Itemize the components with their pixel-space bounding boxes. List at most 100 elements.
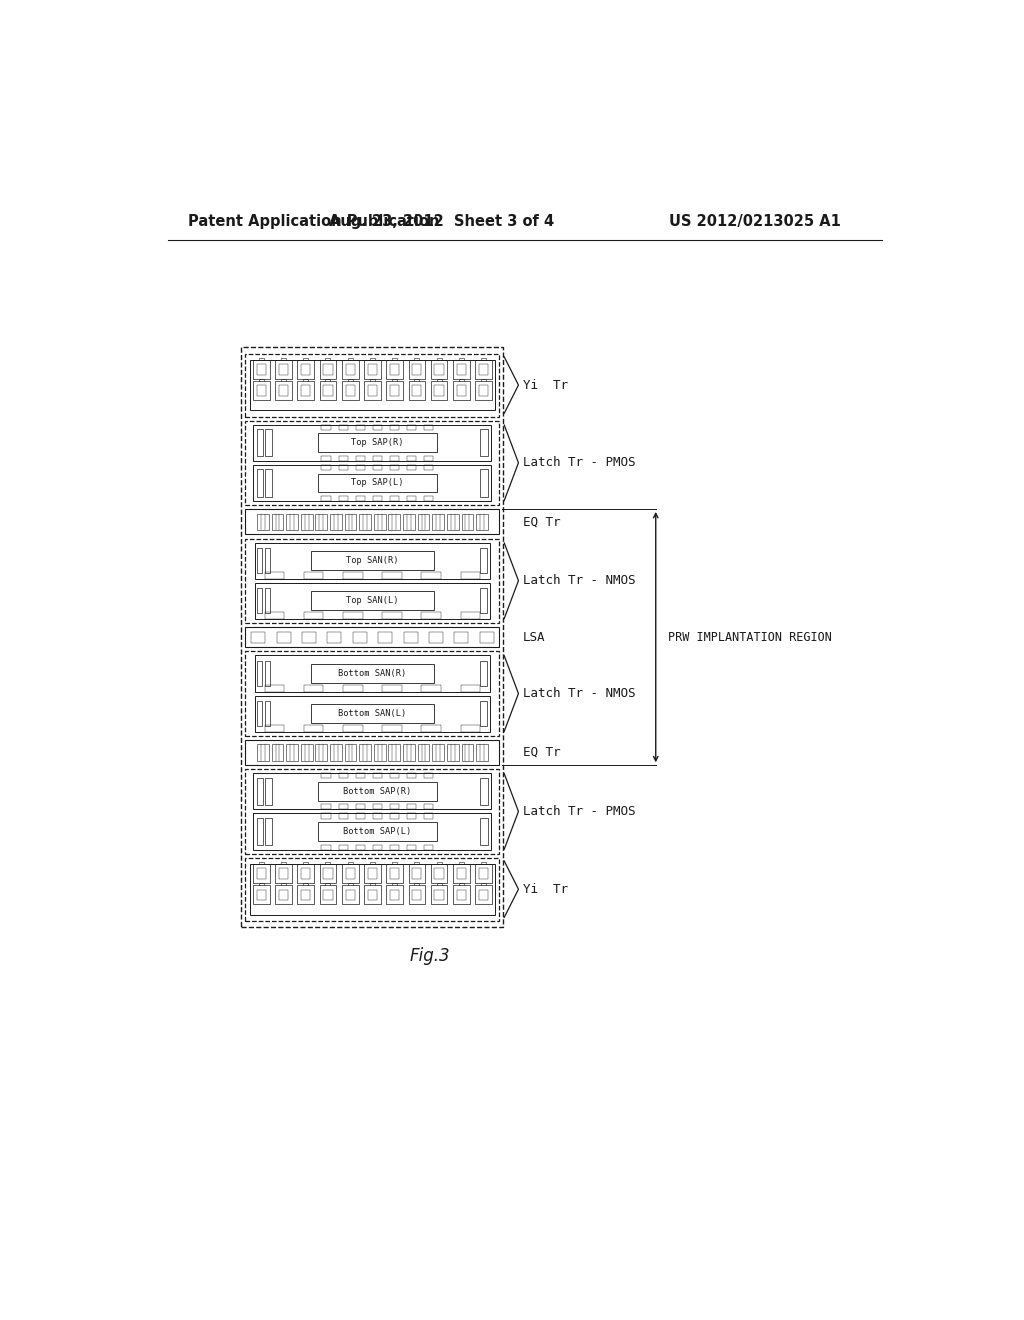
Bar [257,429,263,457]
Bar [342,886,358,904]
Bar [319,359,336,379]
Bar [255,656,489,692]
Bar [431,863,447,883]
Bar [242,347,504,927]
Bar [382,572,401,578]
Bar [257,744,268,760]
Bar [253,774,492,809]
Bar [373,455,382,461]
Bar [322,465,331,470]
Bar [373,425,382,430]
Bar [311,591,433,610]
Bar [275,886,292,904]
Bar [413,385,422,396]
Bar [246,770,500,854]
Bar [373,813,382,818]
Bar [479,890,488,900]
Bar [418,513,429,531]
Bar [453,359,470,379]
Bar [275,381,292,400]
Bar [389,845,399,850]
Bar [461,725,480,731]
Bar [279,869,288,879]
Bar [373,465,382,470]
Bar [275,359,292,379]
Bar [421,725,441,731]
Bar [462,513,473,531]
Bar [250,863,495,915]
Bar [390,890,399,900]
Text: Aug. 23, 2012  Sheet 3 of 4: Aug. 23, 2012 Sheet 3 of 4 [329,214,554,228]
Bar [246,627,500,647]
Bar [480,548,486,573]
Text: PRW IMPLANTATION REGION: PRW IMPLANTATION REGION [668,631,831,644]
Bar [271,513,284,531]
Bar [480,429,488,457]
Bar [480,661,486,686]
Bar [434,890,443,900]
Bar [330,513,342,531]
Bar [432,744,444,760]
Bar [297,863,314,883]
Bar [297,886,314,904]
Bar [390,364,399,375]
Bar [271,744,284,760]
Bar [368,385,377,396]
Bar [382,725,401,731]
Bar [355,425,365,430]
Bar [301,744,312,760]
Bar [301,364,310,375]
Bar [257,364,266,375]
Bar [346,385,354,396]
Bar [346,890,354,900]
Bar [246,510,500,535]
Bar [265,701,270,726]
Bar [265,548,270,573]
Bar [265,725,285,731]
Bar [342,381,358,400]
Bar [346,869,354,879]
Bar [374,744,386,760]
Bar [257,469,263,496]
Bar [480,469,488,496]
Bar [253,886,269,904]
Bar [407,774,416,779]
Bar [389,804,399,809]
Bar [378,632,392,643]
Bar [265,469,271,496]
Bar [446,744,459,760]
Bar [455,632,468,643]
Bar [389,496,399,500]
Bar [461,685,480,692]
Bar [365,886,381,904]
Bar [301,869,310,879]
Bar [461,612,480,619]
Bar [342,863,358,883]
Bar [388,513,400,531]
Bar [390,385,399,396]
Bar [257,777,263,805]
Bar [339,425,348,430]
Bar [480,777,488,805]
Bar [409,359,425,379]
Bar [479,632,494,643]
Bar [265,661,270,686]
Bar [431,381,447,400]
Bar [265,818,271,845]
Bar [424,813,433,818]
Bar [432,513,444,531]
Bar [275,863,292,883]
Bar [479,869,488,879]
Bar [461,572,480,578]
Bar [453,863,470,883]
Bar [279,385,288,396]
Bar [475,381,492,400]
Bar [265,612,285,619]
Bar [319,886,336,904]
Bar [382,612,401,619]
Bar [319,381,336,400]
Bar [304,612,324,619]
Bar [257,818,263,845]
Bar [389,813,399,818]
Bar [311,705,433,723]
